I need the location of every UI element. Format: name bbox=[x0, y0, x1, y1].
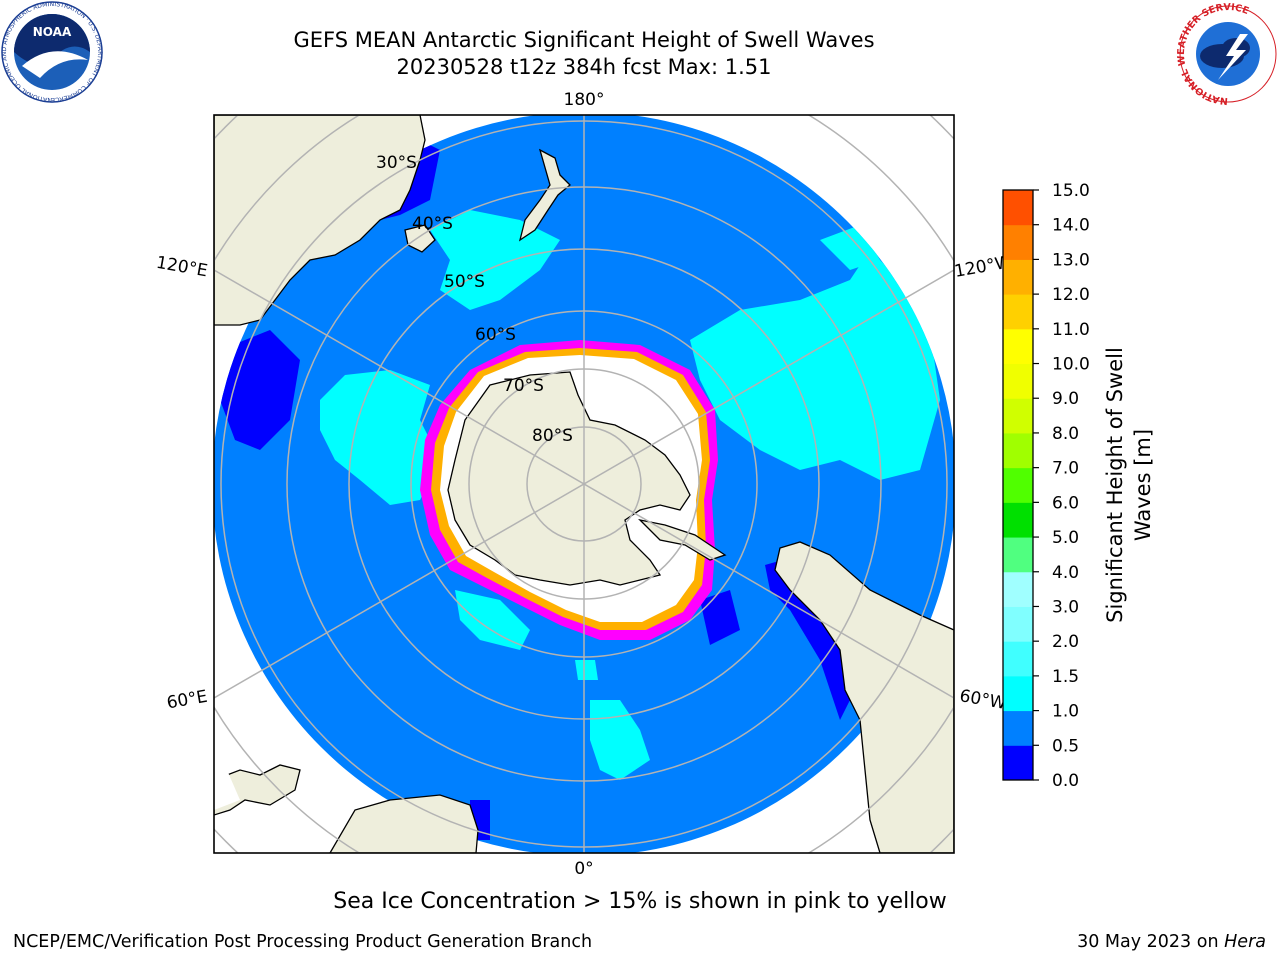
noaa-logo-text: NOAA bbox=[33, 25, 72, 39]
lat-label-50s: 50°S bbox=[444, 272, 485, 292]
colorbar-tick-label: 2.0 bbox=[1052, 632, 1079, 652]
graticule bbox=[214, 115, 954, 853]
colorbar-tick-label: 1.5 bbox=[1052, 667, 1079, 687]
colorbar-segment bbox=[1003, 190, 1033, 226]
colorbar-tick-label: 8.0 bbox=[1052, 424, 1079, 444]
land-africa-south bbox=[329, 794, 479, 853]
colorbar-tick-label: 13.0 bbox=[1052, 250, 1090, 270]
noaa-logo: NATIONAL OCEANIC AND ATMOSPHERIC ADMINIS… bbox=[1, 1, 103, 103]
colorbar-tick-label: 11.0 bbox=[1052, 320, 1090, 340]
colorbar-tick-label: 12.0 bbox=[1052, 285, 1090, 305]
colorbar-segment bbox=[1003, 745, 1033, 781]
colorbar-segment bbox=[1003, 363, 1033, 399]
meridian-120e-60w bbox=[214, 269, 954, 699]
colorbar-tick-label: 3.0 bbox=[1052, 597, 1079, 617]
colorbar-tick-label: 9.0 bbox=[1052, 389, 1079, 409]
cyan-patch-sw bbox=[455, 590, 530, 650]
land-sw-corner bbox=[214, 740, 240, 810]
low-swell-west bbox=[220, 330, 300, 450]
sea-ice-note: Sea Ice Concentration > 15% is shown in … bbox=[333, 889, 947, 914]
map-frame bbox=[213, 114, 955, 854]
colorbar-tick-label: 6.0 bbox=[1052, 493, 1079, 513]
lat-label-40s: 40°S bbox=[412, 214, 453, 234]
colorbar-segment bbox=[1003, 467, 1033, 503]
colorbar-label-line1: Significant Height of Swell bbox=[1103, 347, 1127, 623]
lat-label-30s: 30°S bbox=[376, 153, 417, 173]
colorbar-segment bbox=[1003, 571, 1033, 607]
colorbar-label-line2: Waves [m] bbox=[1131, 429, 1155, 541]
colorbar-tick-label: 15.0 bbox=[1052, 181, 1090, 201]
colorbar-tick-label: 10.0 bbox=[1052, 355, 1090, 375]
land-australia bbox=[214, 115, 426, 326]
footer-date-text: 30 May 2023 on bbox=[1077, 932, 1219, 952]
colorbar-tick-label: 1.0 bbox=[1052, 702, 1079, 722]
colorbar-segment bbox=[1003, 294, 1033, 330]
cyan-patch-ne bbox=[690, 250, 940, 480]
colorbar-segment bbox=[1003, 606, 1033, 642]
land-antarctica bbox=[447, 371, 691, 586]
lat-label-70s: 70°S bbox=[503, 376, 544, 396]
colorbar-tick-label: 4.0 bbox=[1052, 563, 1079, 583]
colorbar-frame bbox=[1002, 189, 1034, 781]
low-swell-australia bbox=[300, 140, 440, 250]
meridian-label-0: 0° bbox=[574, 859, 593, 879]
nws-logo: NATIONAL WEATHER SERVICE bbox=[1176, 2, 1277, 106]
chart-title: GEFS MEAN Antarctic Significant Height o… bbox=[293, 28, 875, 52]
colorbar-tick-label: 0.5 bbox=[1052, 736, 1079, 756]
colorbar-segment bbox=[1003, 398, 1033, 434]
lat-label-60s: 60°S bbox=[475, 325, 516, 345]
footer-credit: NCEP/EMC/Verification Post Processing Pr… bbox=[13, 932, 593, 952]
colorbar-segment bbox=[1003, 641, 1033, 677]
lat-label-80s: 80°S bbox=[532, 426, 573, 446]
colorbar-segment bbox=[1003, 224, 1033, 260]
colorbar: 0.0 0.5 1.0 1.5 2.0 3.0 4.0 5.0 6.0 7.0 8.0 9.0 10.0… bbox=[1002, 181, 1090, 791]
colorbar-segment bbox=[1003, 328, 1033, 365]
footer-date: 30 May 2023 on Hera bbox=[1077, 932, 1266, 952]
cyan-patch-south bbox=[590, 700, 650, 780]
colorbar-tick-label: 14.0 bbox=[1052, 216, 1090, 236]
low-swell-south bbox=[700, 590, 740, 645]
chart-subtitle: 20230528 t12z 384h fcst Max: 1.51 bbox=[396, 55, 772, 79]
meridian-label-120e: 120°E bbox=[155, 253, 209, 282]
colorbar-segment bbox=[1003, 259, 1033, 295]
cyan-patch-south2 bbox=[575, 660, 598, 680]
colorbar-tick-label: 5.0 bbox=[1052, 528, 1079, 548]
meridian-label-60e: 60°E bbox=[165, 687, 209, 714]
land-antarctic-peninsula bbox=[638, 518, 727, 561]
colorbar-segment bbox=[1003, 502, 1033, 538]
land-africa bbox=[214, 764, 301, 816]
colorbar-segment bbox=[1003, 710, 1033, 746]
footer-host: Hera bbox=[1224, 932, 1266, 952]
colorbar-segment bbox=[1003, 537, 1033, 573]
colorbar-segment bbox=[1003, 675, 1033, 712]
colorbar-tick-label: 0.0 bbox=[1052, 771, 1079, 791]
colorbar-tick-label: 7.0 bbox=[1052, 459, 1079, 479]
colorbar-segment bbox=[1003, 432, 1033, 469]
meridian-label-60w: 60°W bbox=[958, 686, 1008, 714]
land-new-zealand bbox=[518, 148, 571, 242]
meridian-label-180: 180° bbox=[564, 90, 605, 110]
map-area bbox=[214, 115, 954, 853]
